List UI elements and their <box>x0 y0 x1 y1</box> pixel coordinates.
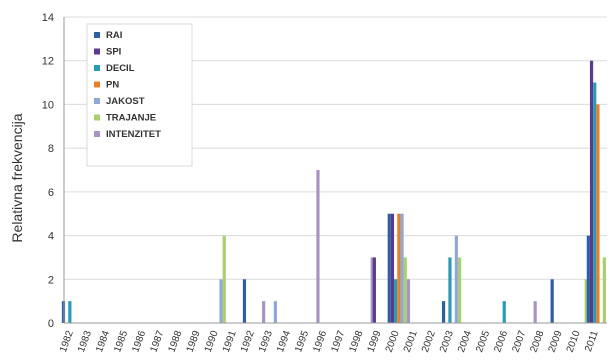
bar-spi <box>390 213 395 323</box>
bar-spi <box>372 257 376 323</box>
bar-intenzitet <box>406 279 411 323</box>
x-tick-label: 1982 <box>58 329 76 354</box>
legend-swatch-spi <box>94 48 100 55</box>
y-tick-label: 2 <box>48 274 54 286</box>
x-tick-label: 2006 <box>492 329 510 354</box>
x-tick-label: 2011 <box>583 329 601 353</box>
legend-swatch-jakost <box>94 98 100 104</box>
y-tick-label: 12 <box>42 56 54 68</box>
legend-box <box>86 23 193 167</box>
x-tick-label: 1986 <box>130 329 148 354</box>
bar-jakost <box>219 279 223 323</box>
bar-jakost <box>400 213 404 323</box>
bar-trajanje <box>457 257 462 323</box>
bar-rai <box>387 213 391 323</box>
x-tick-label: 1987 <box>148 329 166 354</box>
legend-label-intenzitet: INTENZITET <box>106 129 161 140</box>
legend-label-pn: PN <box>106 80 119 91</box>
x-tick-label: 1983 <box>76 329 94 354</box>
bars <box>61 60 606 323</box>
bar-intenzitet <box>370 257 374 323</box>
x-tick-label: 2008 <box>529 329 547 354</box>
x-tick-label: 1998 <box>348 329 366 354</box>
legend-swatch-intenzitet <box>94 131 100 137</box>
x-tick-label: 2003 <box>438 329 456 354</box>
x-tick-label: 1992 <box>239 329 257 354</box>
bar-pn <box>397 213 401 323</box>
bar-jakost <box>454 235 458 323</box>
y-tick-label: 6 <box>48 187 54 199</box>
legend-label-spi: SPI <box>106 47 121 58</box>
legend-label-trajanje: TRAJANJE <box>106 113 156 124</box>
legend-swatch-trajanje <box>94 114 100 121</box>
bar-trajanje <box>602 257 606 323</box>
x-tick-label: 2007 <box>510 329 528 354</box>
x-tick-label: 1995 <box>293 329 311 354</box>
legend-label-rai: RAI <box>106 30 122 41</box>
legend-label-decil: DECIL <box>106 63 135 74</box>
bar-intenzitet <box>533 301 537 323</box>
bar-trajanje <box>584 279 588 323</box>
y-tick-label: 0 <box>48 318 54 330</box>
x-tick-label: 1996 <box>311 329 329 354</box>
y-tick-label: 14 <box>42 12 54 24</box>
x-tick-label: 2005 <box>474 329 492 354</box>
bar-rai <box>586 235 590 323</box>
x-tick-label: 1991 <box>221 329 239 354</box>
x-tick-label: 2000 <box>384 329 402 354</box>
bar-intenzitet <box>262 301 266 323</box>
bar-decil <box>68 301 72 323</box>
x-tick-label: 1994 <box>275 329 293 354</box>
bar-rai <box>550 279 554 323</box>
x-tick-label: 1990 <box>203 329 221 354</box>
bar-jakost <box>273 301 277 323</box>
x-tick-label: 2002 <box>420 329 438 354</box>
legend-swatch-rai <box>94 32 100 38</box>
x-tick-label: 2004 <box>456 329 474 354</box>
bar-decil <box>448 257 452 323</box>
x-tick-label: 1984 <box>94 329 112 354</box>
bar-spi <box>589 60 594 323</box>
x-tick-label: 1988 <box>167 329 185 354</box>
x-tick-label: 2001 <box>402 329 420 354</box>
bar-pn <box>596 104 600 323</box>
x-tick-label: 1985 <box>112 329 130 354</box>
y-tick-label: 4 <box>48 231 54 243</box>
y-axis-title: Relativna frekvencija <box>9 113 25 242</box>
axes <box>63 17 607 324</box>
y-tick-label: 10 <box>42 99 54 111</box>
x-tick-labels: 1982 1983 1984 1985 1986 1987 1988 1989 1990 1991… <box>58 329 601 354</box>
x-tick-label: 2009 <box>547 329 565 354</box>
bar-rai <box>242 279 247 323</box>
bar-trajanje <box>222 235 226 323</box>
x-tick-label: 2010 <box>565 329 583 354</box>
legend-swatch-decil <box>94 65 100 71</box>
y-tick-label: 8 <box>48 143 54 155</box>
legend-swatch-pn <box>94 81 100 88</box>
legend-label-jakost: JAKOST <box>106 96 145 107</box>
y-tick-labels: 0 2 4 6 8 10 12 14 <box>42 12 54 330</box>
x-tick-label: 1999 <box>366 329 384 354</box>
bar-rai <box>441 301 446 323</box>
bar-rai <box>61 301 66 323</box>
x-tick-label: 1989 <box>185 329 203 354</box>
bar-intenzitet <box>316 170 320 323</box>
bar-decil <box>593 82 597 323</box>
bar-decil <box>502 301 506 323</box>
legend: RAI SPI DECIL PN JAKOST TRAJANJE INTENZITET <box>86 23 193 167</box>
x-tick-label: 1997 <box>329 329 347 354</box>
bar-trajanje <box>403 257 407 323</box>
x-tick-label: 1993 <box>257 329 275 354</box>
bar-decil <box>394 279 398 323</box>
